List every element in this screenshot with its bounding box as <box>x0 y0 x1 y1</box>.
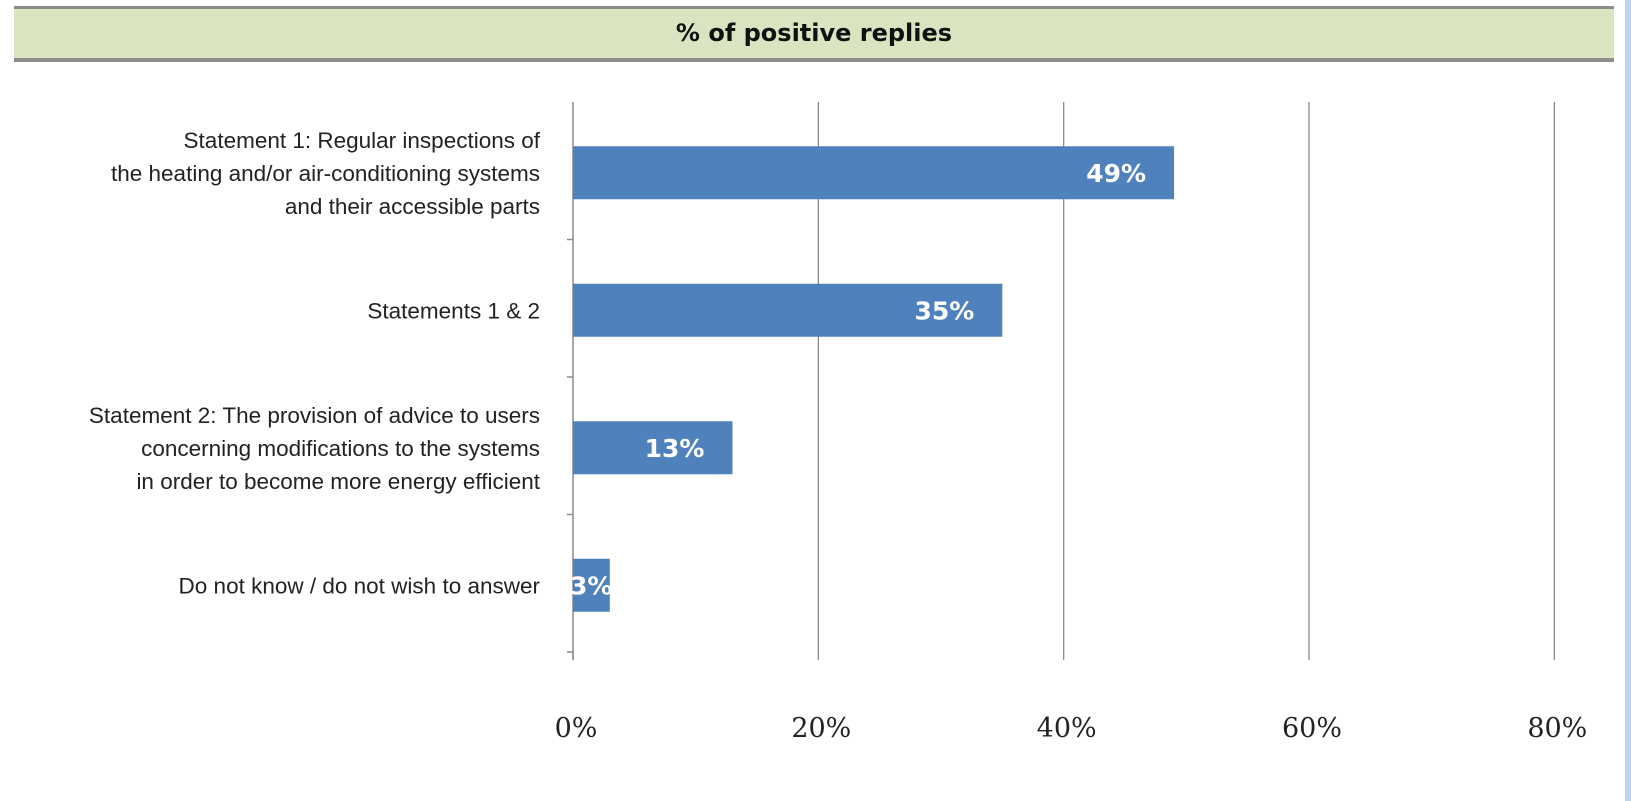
x-tick-labels: 0% 20% 40% 60% 80% <box>555 713 1588 744</box>
category-label-3-line-2: concerning modifications to the systems <box>141 436 540 461</box>
category-label-3-line-3: in order to become more energy efficient <box>136 469 540 494</box>
category-label-3-line-1: Statement 2: The provision of advice to … <box>89 403 540 428</box>
bar-2 <box>573 283 1003 337</box>
category-labels: Statement 1: Regular inspections of the h… <box>89 128 541 599</box>
bar-1 <box>573 146 1175 200</box>
page-edge-strip <box>1625 0 1631 801</box>
x-tick-label-4: 80% <box>1527 713 1587 744</box>
bar-3 <box>573 421 733 475</box>
chart-title: % of positive replies <box>675 19 953 47</box>
bars: 49% 35% 13% 3% <box>570 146 1175 612</box>
chart-title-band: % of positive replies <box>14 6 1614 62</box>
data-label-1: 49% <box>1086 159 1146 188</box>
x-tick-label-0: 0% <box>555 713 598 744</box>
category-label-4-line-1: Do not know / do not wish to answer <box>179 573 541 598</box>
category-label-1-line-2: the heating and/or air-conditioning syst… <box>111 161 540 186</box>
x-tick-label-2: 40% <box>1037 713 1097 744</box>
bar-4 <box>573 558 610 612</box>
gridlines <box>817 102 1555 652</box>
data-label-4: 3% <box>570 571 612 600</box>
category-label-1-line-3: and their accessible parts <box>285 194 540 219</box>
data-label-3: 13% <box>645 434 705 463</box>
category-label-2-line-1: Statements 1 & 2 <box>367 298 540 323</box>
x-tick-label-3: 60% <box>1282 713 1342 744</box>
category-label-1-line-1: Statement 1: Regular inspections of <box>184 128 541 153</box>
data-label-2: 35% <box>914 296 974 325</box>
x-tick-label-1: 20% <box>791 713 851 744</box>
